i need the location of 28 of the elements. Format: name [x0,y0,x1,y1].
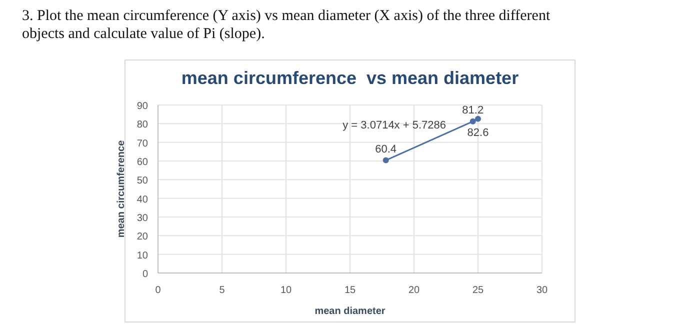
x-tick-label: 25 [472,285,484,296]
x-axis-title: mean diameter [314,306,386,317]
y-tick-label: 70 [136,138,148,150]
y-tick-label: 10 [136,250,148,262]
y-tick-label: 80 [136,120,148,131]
chart-title: mean circumference vs mean diameter [181,68,519,88]
annotation: y = 3.0714x + 5.7286 [342,120,446,132]
y-tick-label: 20 [136,232,148,243]
data-label: 81.2 [462,104,484,116]
point [470,118,476,124]
y-tick-label: 0 [142,269,148,280]
x-tick-label: 15 [344,285,356,296]
y-tick-label: 40 [136,194,148,206]
text: 3. Plot the mean circumference (Y axis) vs mean diameter (X axis) of the three different objects and calculate value of Pi (slope). [22,8,551,42]
data-label: 60.4 [375,143,397,156]
y-axis-title: mean circumference [116,140,127,238]
y-tick-label: 60 [136,157,148,168]
point [382,157,389,164]
y-tick-label: 30 [136,213,148,224]
y-tick-label: 50 [136,176,148,187]
x-tick-label: 0 [155,285,162,296]
y-tick-label: 90 [136,101,148,112]
x-tick-label: 20 [408,285,420,296]
x-tick-label: 10 [280,285,292,296]
x-tick-label: 5 [219,285,226,296]
point [475,116,481,122]
x-tick-label: 30 [536,285,548,296]
data-label: 82.6 [467,126,489,139]
